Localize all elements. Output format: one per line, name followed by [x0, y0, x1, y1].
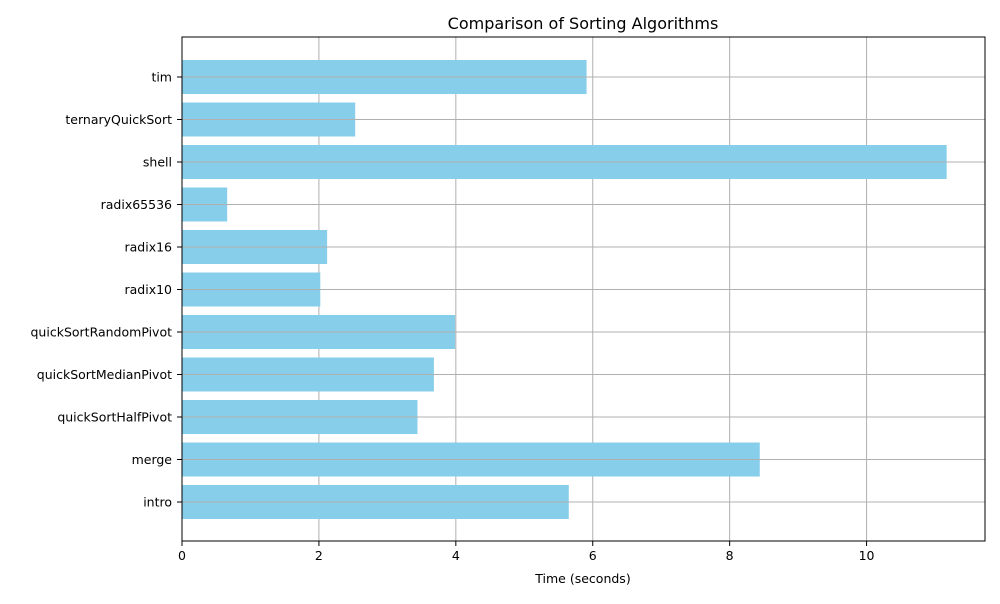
y-tick-label: quickSortMedianPivot — [37, 367, 172, 382]
x-tick-label: 10 — [859, 548, 875, 563]
y-tick-label: tim — [151, 70, 172, 85]
y-tick-label: shell — [143, 155, 172, 170]
hgrid-layer — [182, 76, 985, 503]
y-tick-label: quickSortRandomPivot — [31, 325, 173, 340]
x-axis-label: Time (seconds) — [534, 571, 630, 586]
y-tick-label: merge — [132, 452, 173, 467]
y-tick-label: radix16 — [124, 240, 172, 255]
x-tick-label: 2 — [315, 548, 323, 563]
y-tick-label: radix65536 — [101, 197, 172, 212]
x-tick-label: 6 — [589, 548, 597, 563]
x-tick-label: 8 — [726, 548, 734, 563]
x-tick-label: 4 — [452, 548, 460, 563]
chart-title: Comparison of Sorting Algorithms — [448, 14, 719, 33]
y-tick-label: intro — [143, 495, 172, 510]
y-tick-label: ternaryQuickSort — [65, 112, 172, 127]
x-tick-label: 0 — [178, 548, 186, 563]
y-axis-ticks: intro merge quickSortHalfPivot quickSortMed… — [31, 70, 182, 510]
x-axis-ticks: 0 2 4 6 8 10 — [178, 541, 875, 563]
y-tick-label: quickSortHalfPivot — [57, 410, 172, 425]
y-tick-label: radix10 — [124, 282, 172, 297]
